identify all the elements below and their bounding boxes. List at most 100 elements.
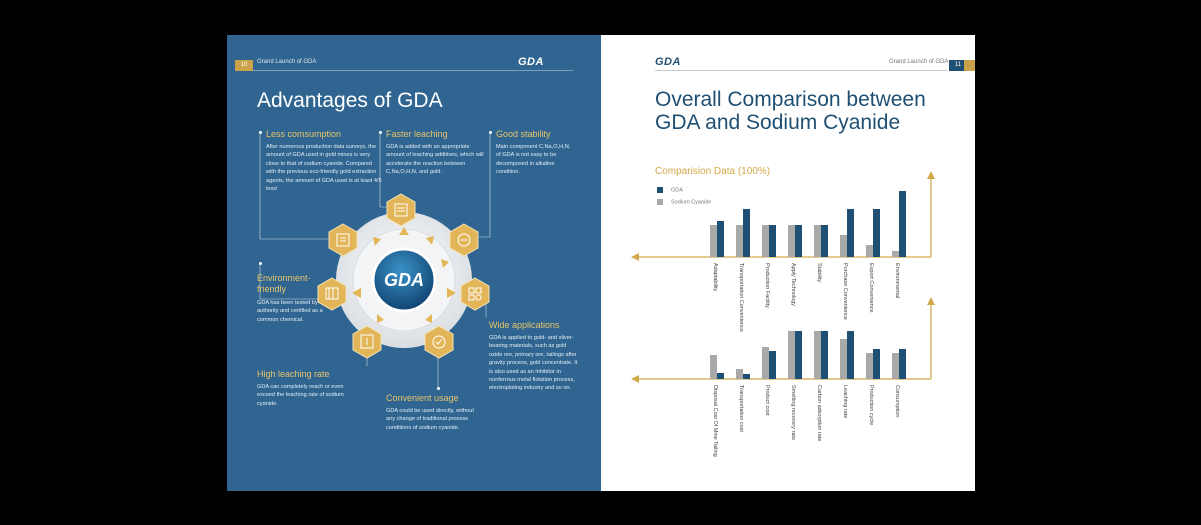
feature-body: GDA could be used directly, without any … bbox=[386, 408, 474, 431]
gda-wheel-diagram bbox=[317, 193, 490, 359]
bar-sodium-cyanide bbox=[892, 353, 899, 379]
page-number: 11 bbox=[949, 60, 967, 71]
right-page: GDA Grand Launch of GDA 11 Overall Compa… bbox=[601, 35, 975, 491]
category-label: Transportation Convenience bbox=[738, 263, 744, 332]
bar-sodium-cyanide bbox=[762, 225, 769, 257]
axis-arrow-left bbox=[631, 253, 639, 261]
category-label: Environmental bbox=[894, 263, 900, 298]
category-label: Purchase Convenience bbox=[842, 263, 848, 320]
feature-faster-leaching: Faster leaching GDA is added with an app… bbox=[386, 129, 488, 177]
category-label: Carbon adsorption rate bbox=[816, 385, 822, 441]
bar-sodium-cyanide bbox=[866, 245, 873, 257]
axis-arrow-up bbox=[927, 297, 935, 305]
category-label: Transportation cost bbox=[738, 385, 744, 432]
bar-gda bbox=[769, 225, 776, 257]
bar-sodium-cyanide bbox=[710, 355, 717, 379]
bar-gda bbox=[795, 331, 802, 379]
hexagon-icons bbox=[317, 193, 490, 359]
hub-label: GDA bbox=[384, 270, 424, 290]
running-head: Grand Launch of GDA bbox=[889, 59, 949, 65]
bar-gda bbox=[743, 374, 750, 379]
bullet-dot bbox=[436, 387, 440, 390]
category-label: Apply Technology bbox=[790, 263, 796, 306]
hexagon-glyphs bbox=[325, 203, 482, 349]
feature-body: After numerous production data surveys, … bbox=[266, 144, 382, 193]
feature-wide-applications: Wide applications GDA is applied to gold… bbox=[489, 320, 581, 393]
bar-gda bbox=[821, 331, 828, 379]
category-label: Stability bbox=[816, 263, 822, 283]
category-label: Adaptability bbox=[712, 263, 718, 292]
feature-body: GDA is added with an appropriate amount … bbox=[386, 144, 484, 176]
bullet-dot bbox=[378, 131, 382, 134]
bar-gda bbox=[769, 351, 776, 379]
category-label: Export Convenience bbox=[868, 263, 874, 313]
bar-gda bbox=[847, 209, 854, 257]
bar-gda bbox=[899, 349, 906, 379]
bar-gda bbox=[795, 225, 802, 257]
axis-arrow-up bbox=[927, 171, 935, 179]
bar-sodium-cyanide bbox=[814, 331, 821, 379]
bar-sodium-cyanide bbox=[866, 353, 873, 379]
bar-sodium-cyanide bbox=[736, 369, 743, 379]
bar-gda bbox=[821, 225, 828, 257]
legend-item-sodium-cyanide: Sodium Cyanide bbox=[657, 199, 711, 205]
bar-sodium-cyanide bbox=[736, 225, 743, 257]
arrows bbox=[352, 227, 456, 323]
feature-heading: Environment-friendly bbox=[257, 273, 311, 294]
bar-sodium-cyanide bbox=[762, 347, 769, 379]
category-label: Smelting recovery rate bbox=[790, 385, 796, 440]
bar-sodium-cyanide bbox=[788, 331, 795, 379]
legend-swatch bbox=[657, 199, 663, 205]
left-page: 10 Grand Launch of GDA GDA Advantages of… bbox=[227, 35, 601, 491]
bar-gda bbox=[899, 191, 906, 257]
legend-label: Sodium Cyanide bbox=[671, 199, 712, 206]
category-label: Leaching rate bbox=[842, 385, 848, 418]
feature-heading: Convenient usage bbox=[386, 393, 459, 403]
bar-sodium-cyanide bbox=[892, 251, 899, 257]
feature-heading: Wide applications bbox=[489, 320, 560, 330]
feature-less-consumption: Less comsumption After numerous producti… bbox=[266, 129, 382, 193]
bar-gda bbox=[873, 349, 880, 379]
feature-body: GDA is applied to gold- and silver-beari… bbox=[489, 335, 578, 392]
bullet-dot bbox=[488, 131, 492, 134]
chart-subtitle: Comparision Data (100%) bbox=[655, 166, 771, 177]
feature-heading: Good stability bbox=[496, 129, 551, 139]
gda-logo: GDA bbox=[518, 56, 544, 68]
bullet-dot bbox=[258, 262, 262, 265]
bar-sodium-cyanide bbox=[710, 225, 717, 257]
bar-sodium-cyanide bbox=[814, 225, 821, 257]
feature-high-leaching-rate: High leaching rate GDA can completely re… bbox=[257, 369, 347, 408]
header-rule bbox=[655, 70, 947, 71]
page-number: 10 bbox=[235, 60, 253, 71]
category-label: Production Facility bbox=[764, 263, 770, 308]
page-title: Advantages of GDA bbox=[257, 89, 443, 112]
feature-environment-friendly: Environment-friendly GDA has been tested… bbox=[257, 273, 335, 324]
brochure-spread: 10 Grand Launch of GDA GDA Advantages of… bbox=[227, 35, 975, 491]
page-title: Overall Comparison between GDA and Sodiu… bbox=[655, 88, 926, 134]
feature-heading: High leaching rate bbox=[257, 369, 330, 379]
feature-body: GDA can completely reach or even exceed … bbox=[257, 384, 344, 407]
bar-sodium-cyanide bbox=[840, 235, 847, 257]
legend-item-gda: GDA bbox=[657, 187, 683, 193]
category-label: Production cycle bbox=[868, 385, 874, 425]
legend-swatch bbox=[657, 187, 663, 193]
hub bbox=[371, 247, 437, 313]
header-rule bbox=[253, 70, 573, 71]
feature-convenient-usage: Convenient usage GDA could be used direc… bbox=[386, 393, 478, 432]
category-label: Consumption bbox=[894, 385, 900, 417]
page-tab bbox=[964, 60, 975, 71]
feature-heading: Less comsumption bbox=[266, 129, 342, 139]
gda-logo: GDA bbox=[655, 56, 681, 68]
bar-gda bbox=[717, 373, 724, 379]
feature-body: Main component C,Na,O,H,N, of GDA is not… bbox=[496, 144, 571, 176]
bar-gda bbox=[743, 209, 750, 257]
bullet-dot bbox=[258, 131, 262, 134]
bar-sodium-cyanide bbox=[840, 339, 847, 379]
comparison-charts: Adaptability Transportation Convenience Pr… bbox=[631, 171, 935, 457]
category-label: Product cost bbox=[764, 385, 770, 416]
bar-sodium-cyanide bbox=[788, 225, 795, 257]
bar-gda bbox=[873, 209, 880, 257]
running-head: Grand Launch of GDA bbox=[257, 59, 317, 65]
feature-good-stability: Good stability Main component C,Na,O,H,N… bbox=[496, 129, 576, 177]
axis-arrow-left bbox=[631, 375, 639, 383]
